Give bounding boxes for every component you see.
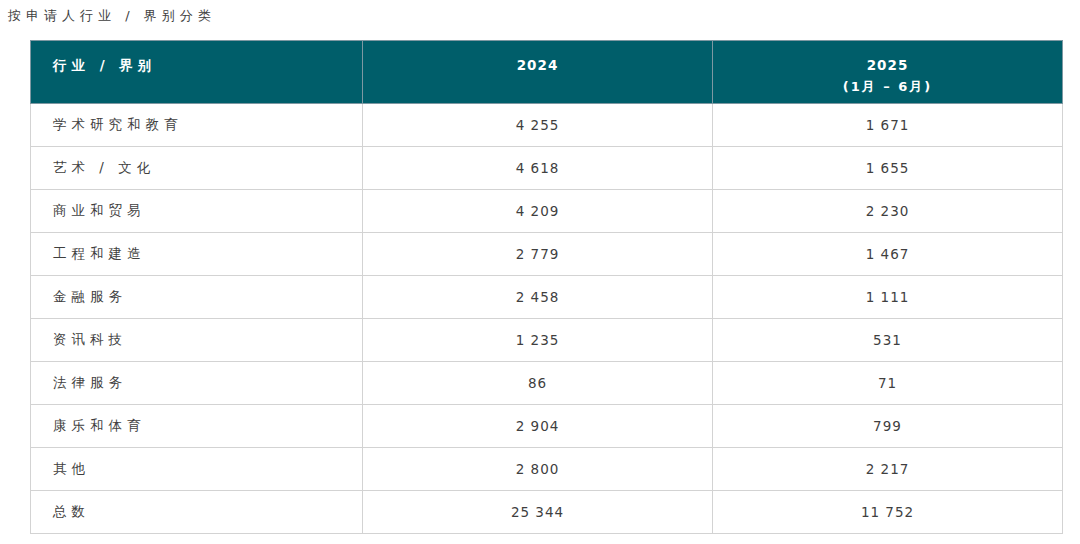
value-2024-cell: 2 779 — [363, 233, 713, 276]
value-2024-cell: 1 235 — [363, 319, 713, 362]
row-label-cell: 总数 — [31, 491, 363, 534]
header-2025-month-range: (1月 – 6月) — [714, 76, 1061, 97]
value-2024-cell: 2 800 — [363, 448, 713, 491]
table-row: 总数25 34411 752 — [31, 491, 1063, 534]
row-label-cell: 康乐和体育 — [31, 405, 363, 448]
header-2024: 2024 — [363, 41, 713, 104]
value-2025-cell: 71 — [713, 362, 1063, 405]
table-row: 艺术 / 文化4 6181 655 — [31, 147, 1063, 190]
value-2025-cell: 1 655 — [713, 147, 1063, 190]
table-row: 其他2 8002 217 — [31, 448, 1063, 491]
value-2024-cell: 4 209 — [363, 190, 713, 233]
row-label-cell: 学术研究和教育 — [31, 104, 363, 147]
row-label-cell: 法律服务 — [31, 362, 363, 405]
value-2025-cell: 799 — [713, 405, 1063, 448]
value-2025-cell: 531 — [713, 319, 1063, 362]
header-2025: 2025 (1月 – 6月) — [713, 41, 1063, 104]
value-2025-cell: 1 467 — [713, 233, 1063, 276]
row-label-cell: 工程和建造 — [31, 233, 363, 276]
value-2024-cell: 4 618 — [363, 147, 713, 190]
value-2024-cell: 2 904 — [363, 405, 713, 448]
value-2025-cell: 2 230 — [713, 190, 1063, 233]
row-label-cell: 其他 — [31, 448, 363, 491]
header-2025-year: 2025 — [867, 57, 909, 73]
table-row: 金融服务2 4581 111 — [31, 276, 1063, 319]
table-row: 商业和贸易4 2092 230 — [31, 190, 1063, 233]
table-header-row: 行业 / 界别 2024 2025 (1月 – 6月) — [31, 41, 1063, 104]
table-header: 行业 / 界别 2024 2025 (1月 – 6月) — [31, 41, 1063, 104]
row-label-cell: 艺术 / 文化 — [31, 147, 363, 190]
value-2024-cell: 4 255 — [363, 104, 713, 147]
value-2025-cell: 2 217 — [713, 448, 1063, 491]
row-label-cell: 资讯科技 — [31, 319, 363, 362]
page-title: 按申请人行业 / 界别分类 — [8, 7, 216, 25]
value-2025-cell: 1 671 — [713, 104, 1063, 147]
header-industry-sector: 行业 / 界别 — [31, 41, 363, 104]
value-2025-cell: 1 111 — [713, 276, 1063, 319]
row-label-cell: 商业和贸易 — [31, 190, 363, 233]
row-label-cell: 金融服务 — [31, 276, 363, 319]
value-2024-cell: 86 — [363, 362, 713, 405]
table-row: 学术研究和教育4 2551 671 — [31, 104, 1063, 147]
table-row: 康乐和体育2 904799 — [31, 405, 1063, 448]
value-2024-cell: 25 344 — [363, 491, 713, 534]
table-row: 资讯科技1 235531 — [31, 319, 1063, 362]
value-2024-cell: 2 458 — [363, 276, 713, 319]
industry-sector-table: 行业 / 界别 2024 2025 (1月 – 6月) 学术研究和教育4 255… — [30, 40, 1063, 534]
table-body: 学术研究和教育4 2551 671艺术 / 文化4 6181 655商业和贸易4… — [31, 104, 1063, 534]
table-row: 工程和建造2 7791 467 — [31, 233, 1063, 276]
value-2025-cell: 11 752 — [713, 491, 1063, 534]
table-row: 法律服务8671 — [31, 362, 1063, 405]
